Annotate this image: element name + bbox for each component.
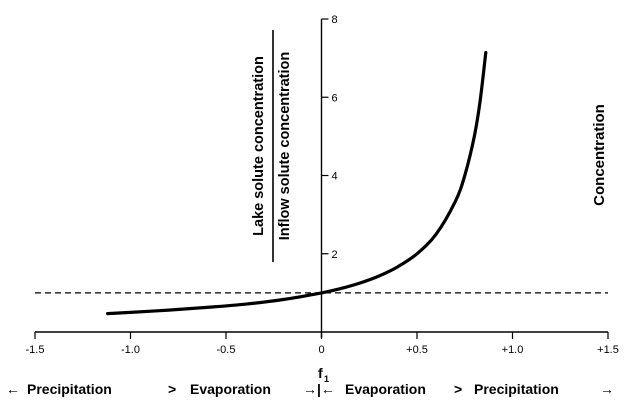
ticks: -1.5 -1.0 -0.5 0 +0.5 +1.0 +1.5 2 4 6 8 <box>26 14 619 356</box>
left-greater-than: > <box>168 381 176 397</box>
x-tick-label: +0.5 <box>406 344 428 356</box>
y-tick-label: 2 <box>332 249 338 261</box>
right-label: Concentration <box>591 104 608 206</box>
x-tick-label: -1.0 <box>121 344 140 356</box>
right-greater-than: > <box>454 381 462 397</box>
center-arrows: →|← <box>303 381 335 397</box>
y-tick-label: 8 <box>332 14 338 26</box>
bottom-labels: ← Precipitation > Evaporation →|← Evapor… <box>6 381 614 397</box>
x-tick-label: -0.5 <box>217 344 236 356</box>
axes <box>35 19 608 338</box>
right-evaporation-label: Evaporation <box>345 381 426 397</box>
x-tick-label: 0 <box>318 344 324 356</box>
left-evaporation-label: Evaporation <box>190 381 271 397</box>
y-axis-label: Lake solute concentration Inflow solute … <box>251 30 293 262</box>
y-label-denominator: Inflow solute concentration <box>277 52 293 241</box>
x-axis-label: f 1 <box>318 365 329 384</box>
left-precipitation-label: Precipitation <box>27 381 112 397</box>
x-tick-label: +1.0 <box>502 344 524 356</box>
x-label-main: f <box>318 365 323 381</box>
y-tick-label: 6 <box>332 92 338 104</box>
x-label-subscript: 1 <box>324 374 329 384</box>
x-tick-label: +1.5 <box>597 344 619 356</box>
right-arrow: → <box>600 381 614 397</box>
concentration-curve <box>106 51 488 316</box>
y-tick-label: 4 <box>332 171 338 183</box>
right-precipitation-label: Precipitation <box>474 381 559 397</box>
x-tick-label: -1.5 <box>26 344 45 356</box>
y-label-numerator: Lake solute concentration <box>251 56 267 236</box>
left-arrow: ← <box>6 381 20 397</box>
